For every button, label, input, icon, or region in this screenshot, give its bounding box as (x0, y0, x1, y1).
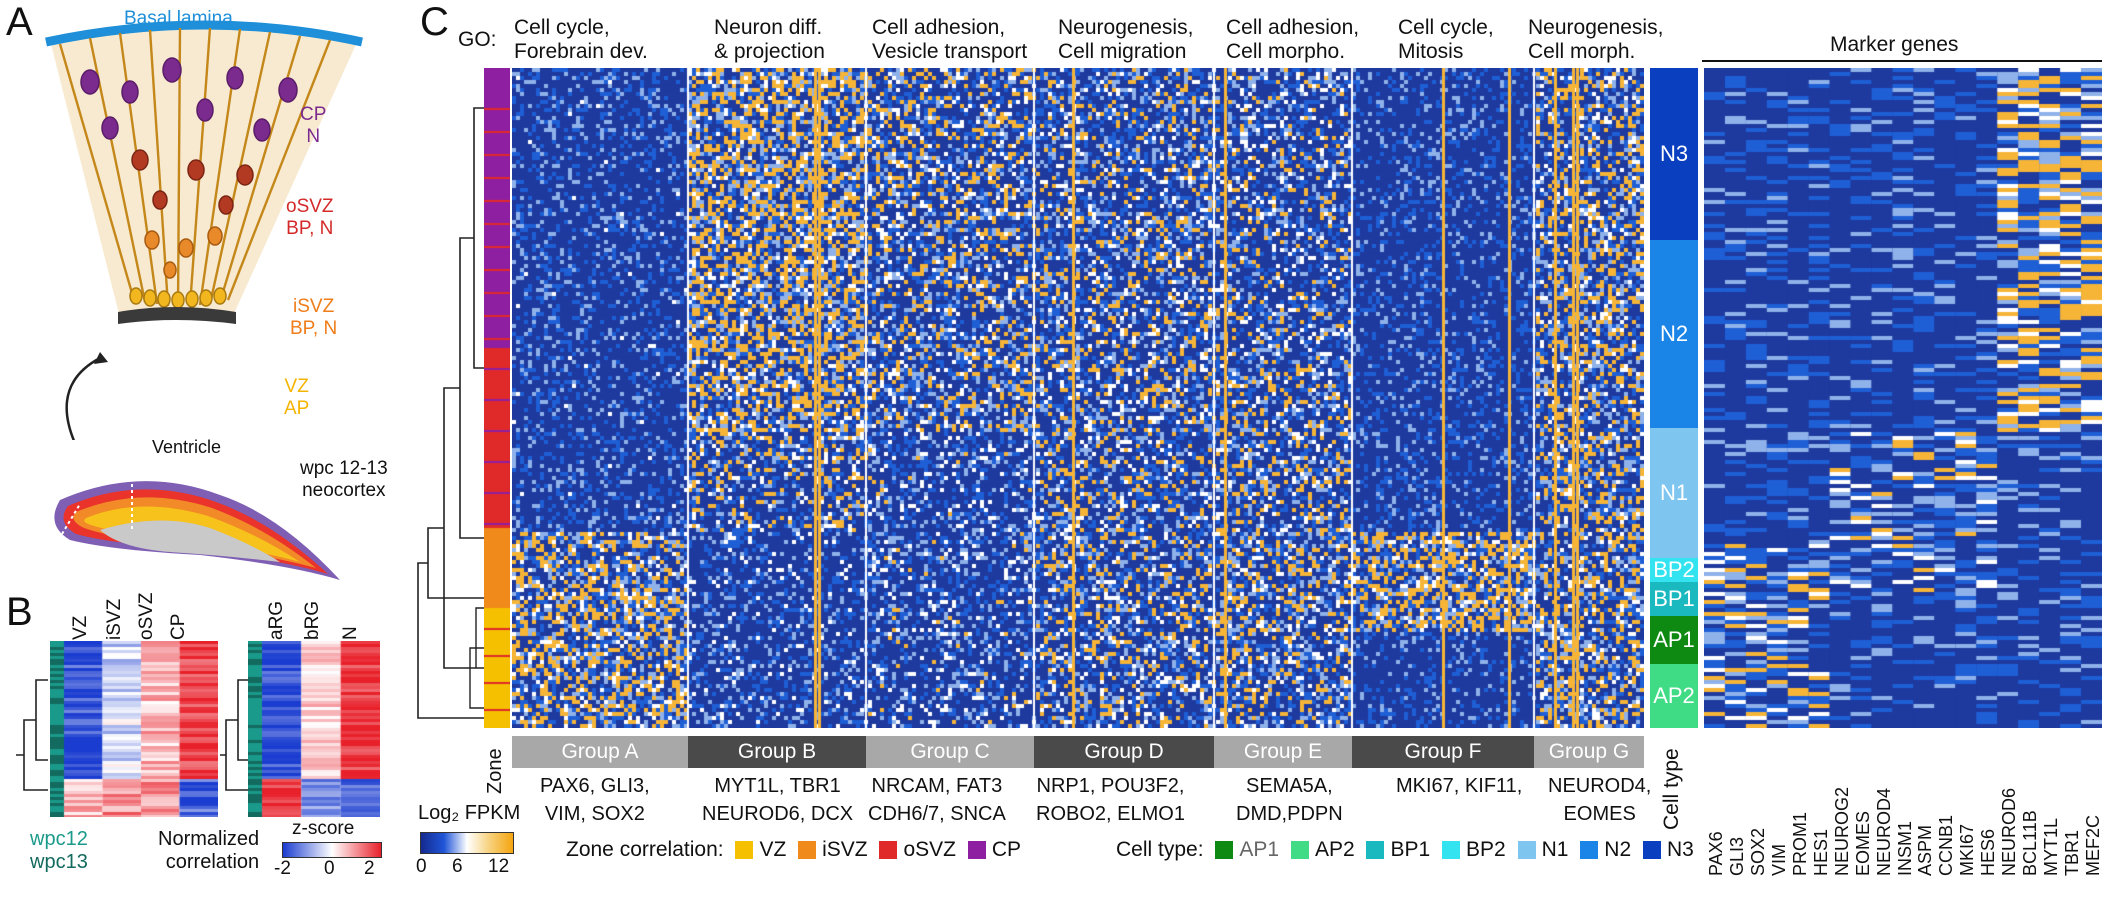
zone-label-cp: CP N (300, 104, 327, 147)
swatch-vz (735, 841, 754, 860)
panel-b-heatmap-zones (50, 641, 218, 817)
marker-genes-title: Marker genes (1830, 33, 1959, 56)
fpkm-tick-12: 12 (488, 856, 510, 877)
swatch-n1 (1517, 841, 1536, 860)
zone-annotation-bar (484, 68, 510, 728)
legend-wpc13: wpc13 (30, 851, 88, 873)
legend-ap2: AP2 (1314, 838, 1355, 861)
zone-label-osvz: oSVZ BP, N (286, 196, 334, 239)
group-genes-d: NRP1, POU3F2, ROBO2, ELMO1 (1036, 775, 1185, 825)
marker-genes-rule (1702, 60, 2102, 62)
celltype-ap1: AP1 (1650, 616, 1698, 664)
go-term-c: Cell adhesion, Vesicle transport (872, 16, 1028, 63)
panel-b-heatmap-celltypes (248, 641, 380, 817)
group-genes-c: NRCAM, FAT3 CDH6/7, SNCA (868, 775, 1006, 825)
group-genes-g: NEUROD4, EOMES (1548, 775, 1652, 825)
celltype-bp1: BP1 (1650, 582, 1698, 616)
fpkm-title: Log₂ FPKM (418, 802, 521, 824)
zone-correlation-title: Zone correlation: (566, 838, 724, 861)
brain-section-illustration (54, 478, 340, 580)
gene-expression-heatmap (512, 68, 1644, 728)
swatch-n3 (1642, 841, 1661, 860)
swatch-bp1 (1366, 841, 1385, 860)
group-genes-b: MYT1L, TBR1 NEUROD6, DCX (702, 775, 854, 825)
panel-b-dendrogram-left (16, 679, 48, 791)
go-term-g: Neurogenesis, Cell morph. (1528, 16, 1664, 63)
group-bar-b: Group B (688, 736, 866, 768)
panel-c-dendrogram (417, 107, 484, 719)
celltype-legend-title: Cell type: (1116, 838, 1204, 861)
group-genes-a: PAX6, GLI3, VIM, SOX2 (540, 775, 650, 825)
group-genes-f: MKI67, KIF11, (1396, 775, 1523, 797)
panel-b-dendrogram-right (220, 679, 248, 791)
ventricle-label: Ventricle (152, 437, 222, 457)
group-bar-c: Group C (866, 736, 1034, 768)
legend-ap1: AP1 (1239, 838, 1280, 861)
group-bar-e: Group E (1214, 736, 1352, 768)
marker-gene-label: MEF2C (2083, 814, 2102, 876)
group-bar-a: Group A (512, 736, 688, 768)
zone-label-isvz: iSVZ BP, N (290, 296, 338, 339)
legend-bp2: BP2 (1466, 838, 1506, 861)
panel-label-b: B (6, 590, 33, 634)
basal-lamina-arc (45, 20, 363, 47)
celltype-n1: N1 (1650, 428, 1698, 558)
fpkm-tick-6: 6 (452, 856, 463, 877)
legend-osvz: oSVZ (903, 838, 957, 861)
zscore-title: z-score (292, 818, 355, 839)
celltype-n3: N3 (1650, 68, 1698, 240)
legend-vz: VZ (759, 838, 787, 861)
group-genes-e: SEMA5A, DMD,PDPN (1236, 775, 1343, 825)
swatch-osvz (879, 841, 898, 860)
go-term-f: Cell cycle, Mitosis (1398, 16, 1494, 63)
panel-label-c: C (420, 0, 449, 44)
go-term-b: Neuron diff. & projection (714, 16, 825, 63)
swatch-bp2 (1442, 841, 1461, 860)
legend-bp1: BP1 (1390, 838, 1431, 861)
fpkm-colorbar (420, 832, 514, 854)
legend-wpc12: wpc12 (30, 828, 88, 850)
fpkm-tick-0: 0 (416, 856, 427, 877)
legend-n2: N2 (1604, 838, 1632, 861)
basal-lamina-label: Basal lamina (124, 8, 233, 29)
stage-label: wpc 12-13 neocortex (300, 458, 388, 501)
swatch-ap2 (1290, 841, 1309, 860)
panel-label-a: A (6, 0, 33, 44)
swatch-isvz (798, 841, 817, 860)
zone-label-vz: VZ AP (284, 376, 310, 419)
legend-n3: N3 (1666, 838, 1694, 861)
group-bars: Group A Group B Group C Group D Group E … (512, 736, 1644, 768)
marker-genes-heatmap (1704, 68, 2102, 728)
go-term-e: Cell adhesion, Cell morpho. (1226, 16, 1360, 63)
zscore-tick-mid: 0 (324, 858, 335, 879)
celltype-bp2: BP2 (1650, 557, 1698, 582)
legend-cp: CP (991, 838, 1022, 861)
swatch-n2 (1580, 841, 1599, 860)
celltype-n2: N2 (1650, 240, 1698, 428)
group-bar-f: Group F (1352, 736, 1534, 768)
zscore-colorbar (282, 842, 382, 858)
go-term-d: Neurogenesis, Cell migration (1058, 16, 1194, 63)
normalized-correlation-label: Normalized correlation (158, 828, 260, 873)
legend-isvz: iSVZ (822, 838, 868, 861)
group-bar-d: Group D (1034, 736, 1214, 768)
cortex-illustration (45, 20, 363, 440)
celltype-legend: Cell type: AP1 AP2 BP1 BP2 N1 N2 N3 (1116, 838, 1694, 862)
group-bar-g: Group G (1534, 736, 1644, 768)
celltype-ap2: AP2 (1650, 664, 1698, 728)
swatch-ap1 (1215, 841, 1234, 860)
go-term-a: Cell cycle, Forebrain dev. (514, 16, 648, 63)
go-prefix: GO: (458, 28, 497, 51)
zscore-tick-min: -2 (274, 858, 291, 879)
swatch-cp (967, 841, 986, 860)
zone-correlation-legend: Zone correlation: VZ iSVZ oSVZ CP (566, 838, 1021, 862)
celltype-bar: N3 N2 N1 BP2 BP1 AP1 AP2 (1650, 68, 1698, 728)
legend-n1: N1 (1541, 838, 1569, 861)
zscore-tick-max: 2 (364, 858, 375, 879)
